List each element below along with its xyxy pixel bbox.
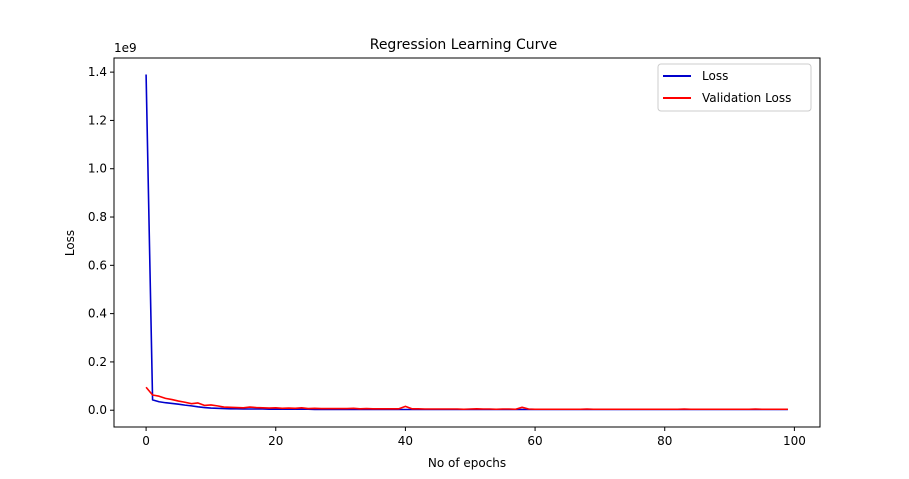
y-axis-ticks: 0.0 0.2 0.4 0.6 0.8 1.0 1.2 1.4 (88, 65, 114, 417)
y-tick-label: 0.6 (88, 258, 107, 272)
y-tick-label: 0.4 (88, 307, 107, 321)
legend: Loss Validation Loss (657, 63, 812, 112)
y-tick-label: 1.2 (88, 113, 107, 127)
x-tick-label: 40 (398, 434, 413, 448)
x-tick-label: 80 (657, 434, 672, 448)
x-tick-label: 60 (527, 434, 542, 448)
x-tick-label: 100 (783, 434, 806, 448)
legend-box (657, 63, 812, 112)
x-axis-label: No of epochs (428, 456, 506, 470)
x-axis-ticks: 0 20 40 60 80 100 (142, 427, 806, 448)
series-line-validation-loss (145, 386, 788, 411)
series-layer (145, 74, 788, 411)
y-tick-label: 0.0 (88, 403, 107, 417)
legend-label-loss: Loss (702, 69, 728, 83)
chart-title: Regression Learning Curve (370, 37, 558, 53)
y-tick-label: 1.4 (88, 65, 107, 79)
x-tick-label: 0 (142, 434, 150, 448)
y-tick-label: 0.2 (88, 355, 107, 369)
plot-frame (113, 57, 821, 428)
y-axis-offset-label: 1e9 (114, 41, 137, 55)
x-tick-label: 20 (268, 434, 283, 448)
y-axis-label: Loss (63, 230, 77, 256)
legend-label-validation-loss: Validation Loss (702, 91, 791, 105)
y-tick-label: 1.0 (88, 162, 107, 176)
y-tick-label: 0.8 (88, 210, 107, 224)
